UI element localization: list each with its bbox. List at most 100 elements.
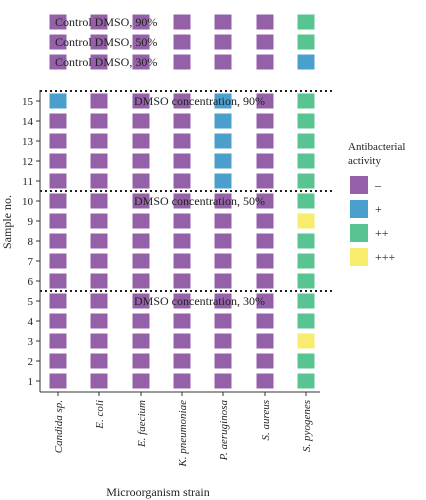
cell-grid [49, 14, 315, 389]
sample-row-9-cell-7 [297, 213, 315, 229]
y-tick-label: 8 [28, 236, 34, 248]
sample-row-10-cell-1 [49, 193, 67, 209]
legend-swatch [350, 248, 368, 266]
sample-row-13-cell-4 [173, 133, 191, 149]
y-axis-title: Sample no. [0, 195, 14, 249]
sample-row-1-cell-2 [90, 373, 108, 389]
control-row-3-cell-6 [256, 54, 274, 70]
sample-row-14-cell-7 [297, 113, 315, 129]
y-tick-label: 14 [22, 116, 34, 128]
control-row-1-cell-2 [90, 14, 108, 30]
control-row-2-cell-6 [256, 34, 274, 50]
sample-row-13-cell-2 [90, 133, 108, 149]
sample-row-13-cell-3 [132, 133, 150, 149]
legend-label: – [374, 178, 382, 192]
legend: Antibacterial activity –++++++ [348, 141, 405, 266]
y-tick-label: 10 [22, 196, 34, 208]
control-row-2-cell-7 [297, 34, 315, 50]
group-separators [40, 90, 332, 292]
legend-swatch [350, 224, 368, 242]
y-tick-label: 11 [22, 176, 33, 188]
control-row-3-cell-7 [297, 54, 315, 70]
y-tick-label: 5 [28, 296, 34, 308]
sample-row-2-cell-3 [132, 353, 150, 369]
control-row-2-cell-2 [90, 34, 108, 50]
row-labels: Control DMSO, 90% Control DMSO, 50% Contro… [55, 15, 265, 308]
sample-row-9-cell-1 [49, 213, 67, 229]
legend-swatch [350, 176, 368, 194]
control-row-3-cell-5 [214, 54, 232, 70]
control-row-3-cell-1 [49, 54, 67, 70]
sample-row-10-cell-2 [90, 193, 108, 209]
sample-row-14-cell-6 [256, 113, 274, 129]
y-tick-label: 2 [28, 356, 34, 368]
sample-row-2-cell-2 [90, 353, 108, 369]
sample-row-12-cell-1 [49, 153, 67, 169]
sample-row-9-cell-2 [90, 213, 108, 229]
sample-row-9-cell-3 [132, 213, 150, 229]
y-tick-label: 7 [28, 256, 34, 268]
sample-row-12-cell-5 [214, 153, 232, 169]
sample-row-1-cell-5 [214, 373, 232, 389]
control-label: Control DMSO, 30% [55, 55, 157, 69]
sample-row-14-cell-1 [49, 113, 67, 129]
sample-row-5-cell-6 [256, 293, 274, 309]
sample-row-3-cell-6 [256, 333, 274, 349]
y-tick-label: 12 [22, 156, 33, 168]
sample-row-3-cell-2 [90, 333, 108, 349]
control-row-1-cell-7 [297, 14, 315, 30]
sample-row-2-cell-1 [49, 353, 67, 369]
sample-row-10-cell-4 [173, 193, 191, 209]
y-tick-label: 15 [22, 96, 34, 108]
group-label: DMSO concentration, 50% [134, 194, 265, 208]
legend-label: + [375, 202, 382, 216]
sample-row-12-cell-6 [256, 153, 274, 169]
sample-row-2-cell-7 [297, 353, 315, 369]
sample-row-4-cell-1 [49, 313, 67, 329]
sample-row-3-cell-1 [49, 333, 67, 349]
sample-row-10-cell-6 [256, 193, 274, 209]
sample-row-2-cell-5 [214, 353, 232, 369]
sample-row-8-cell-6 [256, 233, 274, 249]
sample-row-10-cell-7 [297, 193, 315, 209]
sample-row-11-cell-2 [90, 173, 108, 189]
sample-row-13-cell-5 [214, 133, 232, 149]
control-label: Control DMSO, 90% [55, 15, 157, 29]
sample-row-5-cell-5 [214, 293, 232, 309]
sample-row-12-cell-3 [132, 153, 150, 169]
y-tick-label: 1 [28, 376, 34, 388]
sample-row-5-cell-3 [132, 293, 150, 309]
control-row-1-cell-1 [49, 14, 67, 30]
sample-row-1-cell-4 [173, 373, 191, 389]
sample-row-12-cell-2 [90, 153, 108, 169]
sample-row-4-cell-2 [90, 313, 108, 329]
sample-row-1-cell-1 [49, 373, 67, 389]
sample-row-15-cell-5 [214, 93, 232, 109]
sample-row-11-cell-1 [49, 173, 67, 189]
y-tick-label: 13 [22, 136, 34, 148]
group-label: DMSO concentration, 30% [134, 294, 265, 308]
x-tick-label: S. pyogenes [301, 400, 313, 452]
sample-row-10-cell-3 [132, 193, 150, 209]
sample-row-8-cell-2 [90, 233, 108, 249]
sample-row-14-cell-4 [173, 113, 191, 129]
sample-row-4-cell-6 [256, 313, 274, 329]
x-tick-label: K. pneumoniae [177, 400, 189, 468]
control-label: Control DMSO, 50% [55, 35, 157, 49]
x-tick-label: E. faecium [136, 400, 148, 448]
sample-row-3-cell-5 [214, 333, 232, 349]
sample-row-7-cell-5 [214, 253, 232, 269]
sample-row-13-cell-6 [256, 133, 274, 149]
sample-row-2-cell-6 [256, 353, 274, 369]
x-axis-title: Microorganism strain [106, 485, 209, 499]
sample-row-6-cell-5 [214, 273, 232, 289]
control-row-1-cell-5 [214, 14, 232, 30]
sample-row-5-cell-1 [49, 293, 67, 309]
legend-swatch [350, 200, 368, 218]
sample-row-2-cell-4 [173, 353, 191, 369]
sample-row-5-cell-4 [173, 293, 191, 309]
sample-row-6-cell-3 [132, 273, 150, 289]
sample-row-8-cell-3 [132, 233, 150, 249]
sample-row-3-cell-4 [173, 333, 191, 349]
